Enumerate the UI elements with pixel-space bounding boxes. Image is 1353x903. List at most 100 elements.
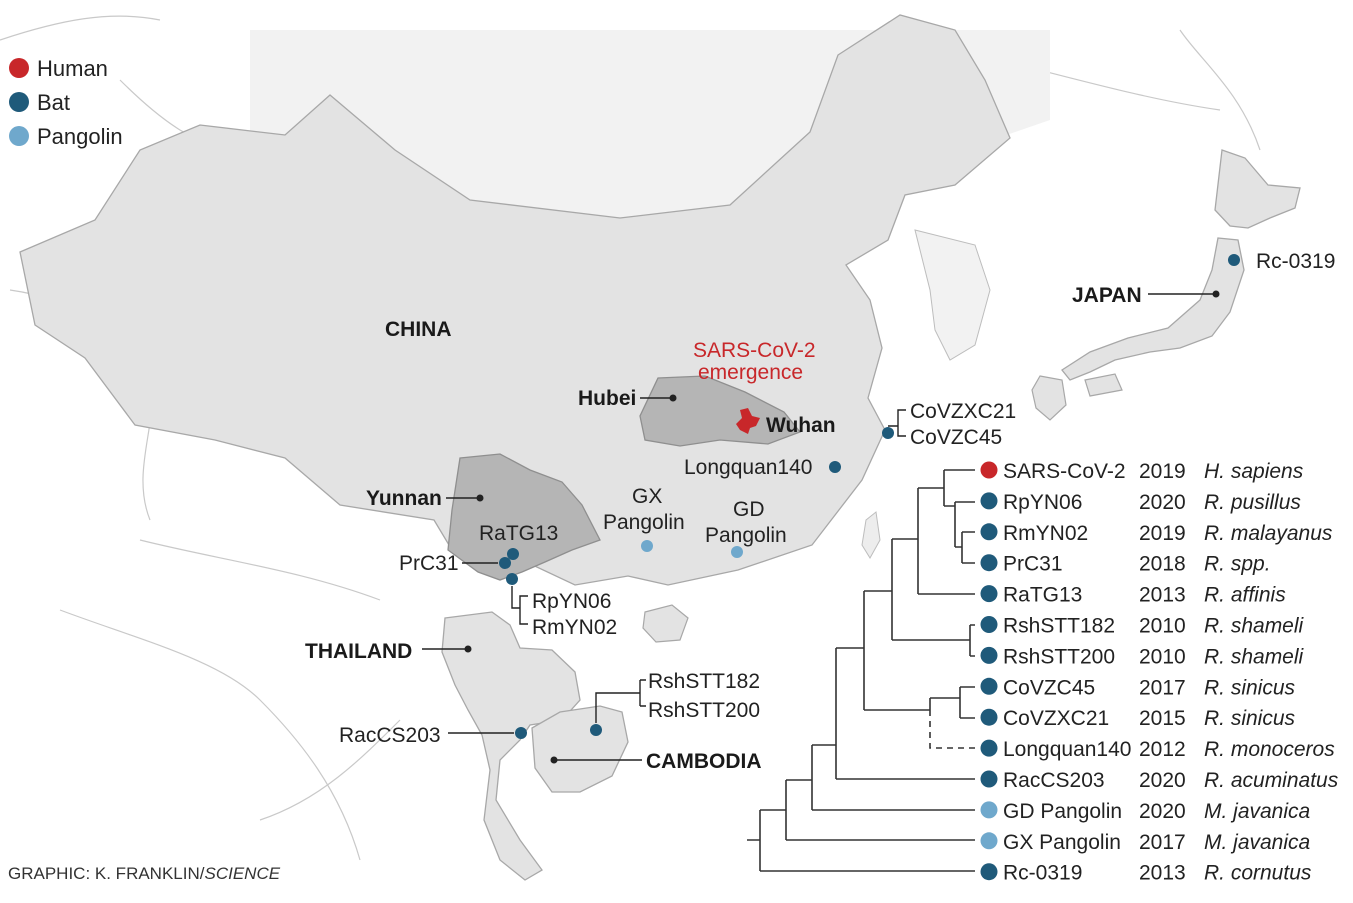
covzc45-map-label: CoVZC45 <box>910 426 1002 449</box>
credit-source: SCIENCE <box>204 864 280 883</box>
tree-row-name: CoVZC45 <box>1003 676 1095 699</box>
china-label: CHINA <box>385 318 452 341</box>
tree-row: GX Pangolin 2017 M. javanica <box>980 831 1310 854</box>
rshstt200-map-label: RshSTT200 <box>648 699 760 722</box>
legend-item-pangolin: Pangolin <box>9 124 123 149</box>
tree-row-host: M. javanica <box>1204 831 1310 854</box>
japan-shikoku <box>1084 373 1123 397</box>
tree-row-bat-dot <box>980 523 998 541</box>
tree-row-host: R. affinis <box>1204 584 1286 607</box>
tree-row-bat-dot <box>980 863 998 881</box>
taiwan-island <box>861 511 881 559</box>
tree-row-host: R. sinicus <box>1204 676 1296 699</box>
korea-land <box>914 229 991 361</box>
tree-row: RshSTT200 2010 R. shameli <box>980 645 1305 668</box>
rshstt-marker <box>590 724 602 736</box>
japan-kyushu <box>1031 375 1067 421</box>
tree-row-bat-dot <box>980 708 998 726</box>
tree-rows: SARS-CoV-2 2019 H. sapiens RpYN06 2020 R. pus… <box>980 460 1339 885</box>
legend-bat-label: Bat <box>37 90 70 115</box>
tree-row-bat-dot <box>980 616 998 633</box>
tree-row-host: H. sapiens <box>1204 460 1304 483</box>
tree-row: PrC31 2018 R. spp. <box>980 553 1271 576</box>
tree-row-host: R. acuminatus <box>1204 769 1339 792</box>
tree-row-name: Rc-0319 <box>1003 862 1082 885</box>
japan-marker <box>1212 290 1220 298</box>
tree-row-year: 2017 <box>1139 676 1186 699</box>
tree-row-name: Longquan140 <box>1003 738 1131 761</box>
yunnan-marker <box>476 494 484 502</box>
hubei-region <box>639 375 802 447</box>
tree-row-year: 2013 <box>1139 862 1186 885</box>
thailand-label: THAILAND <box>305 640 412 663</box>
covzxc21-covzc45-bracket <box>888 409 906 437</box>
tree-row-host: M. javanica <box>1204 800 1310 823</box>
hubei-label: Hubei <box>578 387 636 410</box>
tree-row-bat-dot <box>980 554 998 572</box>
tree-row-name: RaTG13 <box>1003 584 1082 607</box>
japan-label: JAPAN <box>1072 284 1142 307</box>
tree-row-year: 2012 <box>1139 738 1186 761</box>
tree-dashed-branch <box>929 710 975 749</box>
wuhan-label: Wuhan <box>766 414 836 437</box>
tree-row-year: 2017 <box>1139 831 1186 854</box>
tree-row-bat-dot <box>980 646 998 664</box>
cambodia-label: CAMBODIA <box>646 750 762 773</box>
japan-honshu <box>1061 237 1245 381</box>
tree-row: SARS-CoV-2 2019 H. sapiens <box>980 460 1304 483</box>
tree-row-year: 2020 <box>1139 769 1186 792</box>
gd-pangolin-map-label-1: GD <box>733 498 765 521</box>
cambodia-marker <box>550 756 558 764</box>
tree-row: RacCS203 2020 R. acuminatus <box>980 769 1339 792</box>
japan-hokkaido <box>1214 149 1301 229</box>
hubei-marker <box>669 394 677 402</box>
covzxc21-marker <box>882 427 894 439</box>
tree-row-year: 2010 <box>1139 615 1186 638</box>
rshstt-bracket <box>595 679 646 723</box>
rpyn06-rmyn02-bracket <box>511 586 528 625</box>
tree-row-pangolin-dot <box>980 832 998 850</box>
rc0319-marker <box>1228 254 1240 266</box>
gx-pangolin-marker <box>641 540 653 552</box>
tree-row: CoVZXC21 2015 R. sinicus <box>980 707 1296 730</box>
tree-row: Rc-0319 2013 R. cornutus <box>980 862 1312 885</box>
tree-row-year: 2013 <box>1139 584 1186 607</box>
tree-row-name: SARS-CoV-2 <box>1003 460 1126 483</box>
tree-row-year: 2019 <box>1139 460 1186 483</box>
tree-row-bat-dot <box>980 677 998 695</box>
tree-row: CoVZC45 2017 R. sinicus <box>980 676 1296 699</box>
tree-row: RshSTT182 2010 R. shameli <box>980 615 1305 638</box>
legend-human-dot <box>9 58 29 78</box>
ratg13-marker <box>507 548 519 560</box>
tree-row: Longquan140 2012 R. monoceros <box>980 738 1335 761</box>
tree-row-host: R. shameli <box>1204 615 1305 638</box>
rc0319-map-label: Rc-0319 <box>1256 250 1335 273</box>
hainan-island <box>642 604 689 643</box>
tree-row-bat-dot <box>980 585 998 603</box>
prc31-marker <box>499 557 511 569</box>
gx-pangolin-map-label-2: Pangolin <box>603 511 685 534</box>
legend-item-human: Human <box>9 56 108 81</box>
tree-row-year: 2018 <box>1139 553 1186 576</box>
legend: Human Bat Pangolin <box>9 56 123 149</box>
tree-row-name: RshSTT182 <box>1003 615 1115 638</box>
tree-row-bat-dot <box>980 739 998 757</box>
tree-row-name: RmYN02 <box>1003 522 1088 545</box>
tree-row-name: GD Pangolin <box>1003 800 1122 823</box>
tree-row-bat-dot <box>980 770 998 788</box>
tree-row: RmYN02 2019 R. malayanus <box>980 522 1333 545</box>
legend-item-bat: Bat <box>9 90 70 115</box>
tree-row-host: R. shameli <box>1204 645 1305 668</box>
tree-row-name: RacCS203 <box>1003 769 1105 792</box>
tree-row-host: R. cornutus <box>1204 862 1312 885</box>
longquan140-marker <box>829 461 841 473</box>
gx-pangolin-map-label-1: GX <box>632 485 662 508</box>
tree-row-name: RpYN06 <box>1003 491 1082 514</box>
tree-row: RaTG13 2013 R. affinis <box>980 584 1286 607</box>
prc31-map-label: PrC31 <box>399 552 459 575</box>
tree-row-host: R. sinicus <box>1204 707 1296 730</box>
gd-pangolin-map-label-2: Pangolin <box>705 524 787 547</box>
thailand-marker <box>464 645 472 653</box>
